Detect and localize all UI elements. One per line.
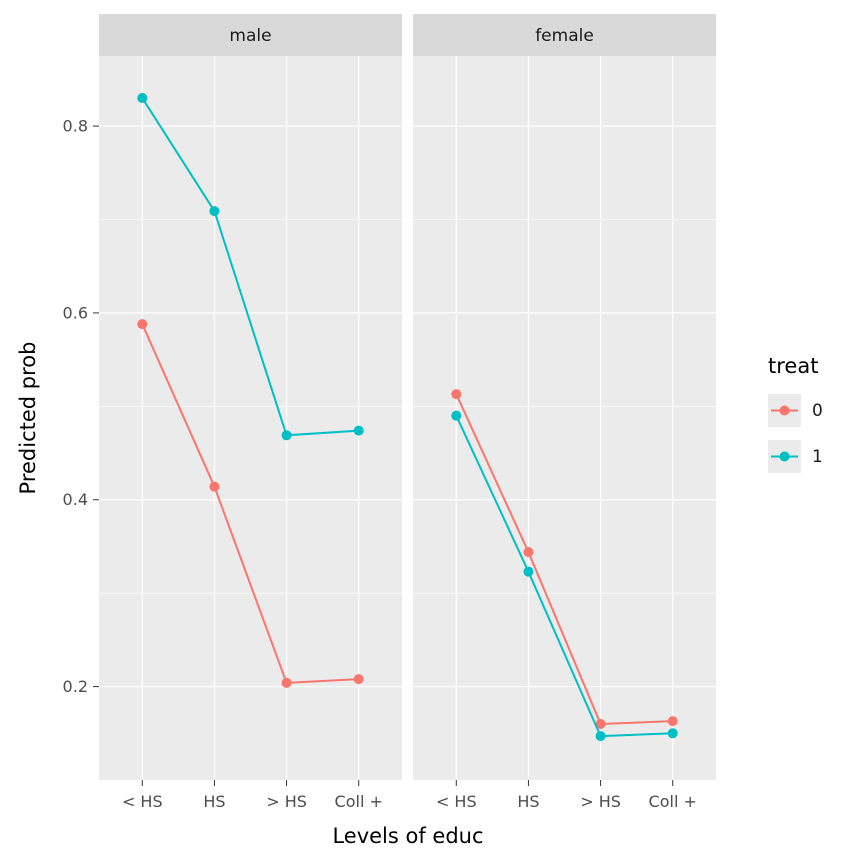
x-tick-label: HS	[517, 792, 539, 811]
series-line-treat1-female	[455, 415, 673, 738]
facet-strip-label: female	[535, 26, 594, 46]
y-tick-label: 0.4	[63, 490, 88, 509]
x-tick-label: Coll +	[335, 792, 383, 811]
data-point-treat0-male-> HS	[281, 677, 292, 688]
facet-male: male < HS HS > HS Coll +	[99, 14, 402, 811]
panel-male	[99, 56, 402, 780]
y-tick-label: 0.6	[63, 303, 88, 322]
data-point-treat0-male-Coll +	[353, 674, 364, 685]
x-tick-label: > HS	[580, 792, 621, 811]
legend-entry-1: 1	[768, 440, 823, 473]
data-point-treat1-female-> HS	[595, 731, 606, 742]
y-tick-label: 0.8	[63, 117, 88, 136]
data-point-treat1-female-< HS	[451, 410, 462, 421]
data-point-treat0-female-HS	[523, 547, 534, 558]
series-line-treat0-female	[455, 393, 673, 725]
y-axis: 0.2 0.4 0.6 0.8	[63, 117, 99, 696]
series-line-treat1-male	[141, 97, 359, 437]
y-axis-title: Predicted prob	[16, 341, 40, 495]
y-tick-label: 0.2	[63, 677, 88, 696]
series-line-treat0-male	[141, 323, 359, 684]
legend-entry-0: 0	[768, 394, 823, 427]
data-point-treat1-male-HS	[209, 206, 220, 217]
panel-female	[413, 56, 716, 780]
data-point-treat1-male-Coll +	[353, 425, 364, 436]
data-point-treat0-female-< HS	[451, 389, 462, 400]
legend-key-icon	[768, 394, 801, 427]
x-tick-label: < HS	[122, 792, 163, 811]
x-tick-label: Coll +	[649, 792, 697, 811]
legend-entry-label: 1	[812, 446, 823, 467]
data-point-treat0-male-HS	[209, 481, 220, 492]
data-point-treat1-male-< HS	[137, 93, 148, 104]
data-point-treat0-female-> HS	[595, 718, 606, 729]
data-point-treat1-female-HS	[523, 566, 534, 577]
facet-strip-label: male	[229, 26, 271, 46]
data-point-treat0-female-Coll +	[667, 716, 678, 727]
x-tick-label: > HS	[266, 792, 307, 811]
data-point-treat1-female-Coll +	[667, 728, 678, 739]
facet-female: female < HS HS > HS Coll +	[413, 14, 716, 811]
facet-strip-male	[99, 14, 402, 56]
x-axis-title: Levels of educ	[332, 824, 484, 848]
data-point-treat0-male-< HS	[137, 319, 148, 330]
x-tick-label: HS	[203, 792, 225, 811]
x-tick-label: < HS	[436, 792, 477, 811]
legend-title: treat	[768, 354, 819, 378]
facet-strip-female	[413, 14, 716, 56]
data-point-treat1-male-> HS	[281, 430, 292, 441]
legend-entry-label: 0	[812, 400, 823, 421]
legend-key-icon	[768, 440, 801, 473]
